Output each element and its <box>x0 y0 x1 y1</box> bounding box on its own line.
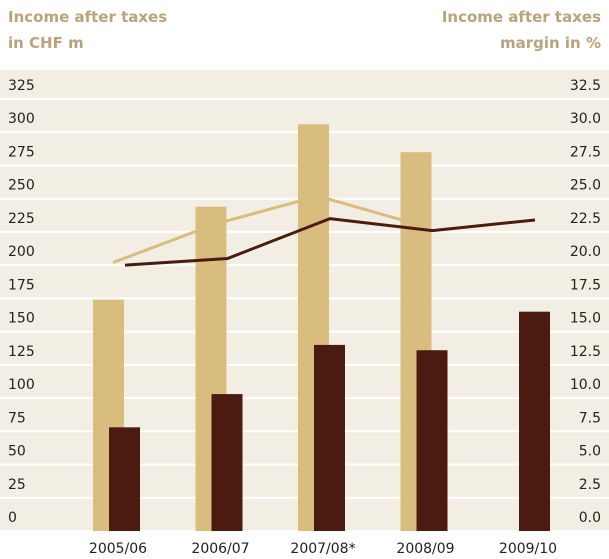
y2-tick-label: 20.0 <box>570 244 601 260</box>
y2-tick-label: 27.5 <box>570 144 601 160</box>
x-tick-label: 2006/07 <box>191 541 249 557</box>
x-tick-label: 2008/09 <box>396 541 454 557</box>
y2-tick-label: 7.5 <box>579 410 601 426</box>
y-tick-label: 250 <box>8 178 35 194</box>
line <box>124 217 536 267</box>
y-tick-label: 325 <box>8 78 35 94</box>
y2-tick-label: 2.5 <box>579 477 601 493</box>
y2-tick-label: 0.0 <box>579 510 601 526</box>
y2-tick-label: 12.5 <box>570 344 601 360</box>
y-tick-label: 25 <box>8 477 26 493</box>
y-tick-label: 75 <box>8 410 26 426</box>
y-tick-label: 225 <box>8 211 35 227</box>
y2-tick-label: 10.0 <box>570 377 601 393</box>
bar <box>314 344 345 531</box>
y-axis-title: in CHF m <box>8 34 84 52</box>
x-tick-label: 2005/06 <box>89 541 147 557</box>
y-tick-label: 150 <box>8 311 35 327</box>
y-axis-title: Income after taxes <box>8 8 167 26</box>
bar <box>416 350 448 531</box>
y2-tick-label: 30.0 <box>570 111 601 127</box>
x-tick-label: 2009/10 <box>499 541 557 557</box>
y-tick-label: 275 <box>8 144 35 160</box>
bar <box>109 427 140 531</box>
y2-tick-label: 5.0 <box>579 444 601 460</box>
y2-axis-title: margin in % <box>500 34 601 52</box>
y-tick-label: 100 <box>8 377 35 393</box>
y2-tick-label: 15.0 <box>570 311 601 327</box>
y2-tick-label: 25.0 <box>570 178 601 194</box>
y-tick-label: 125 <box>8 344 35 360</box>
y2-tick-label: 32.5 <box>570 78 601 94</box>
y-tick-label: 200 <box>8 244 35 260</box>
y-tick-label: 0 <box>8 510 17 526</box>
line <box>112 194 421 264</box>
y2-tick-label: 17.5 <box>570 277 601 293</box>
bar <box>211 394 243 531</box>
y-tick-label: 175 <box>8 277 35 293</box>
bar <box>519 311 550 531</box>
y-tick-label: 50 <box>8 444 26 460</box>
x-tick-label: 2007/08* <box>290 541 355 557</box>
y2-axis-title: Income after taxes <box>442 8 601 26</box>
y-tick-label: 300 <box>8 111 35 127</box>
y2-tick-label: 22.5 <box>570 211 601 227</box>
